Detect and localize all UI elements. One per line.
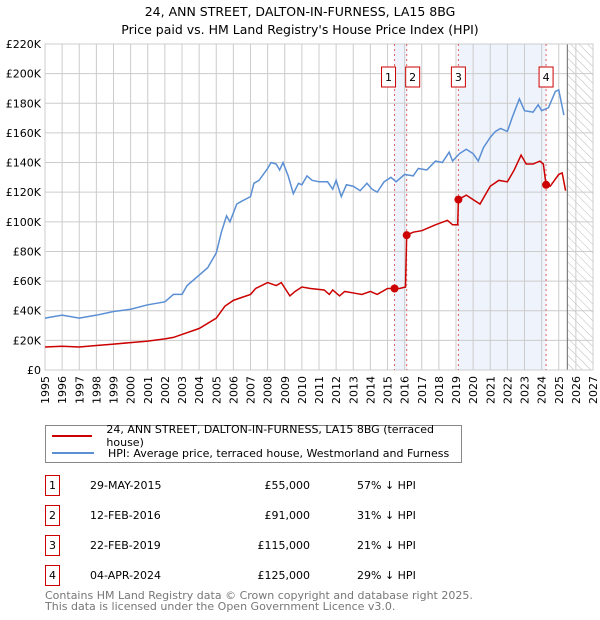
x-tick-label: 2018: [433, 376, 446, 404]
y-tick-label: £180K: [6, 97, 42, 110]
x-tick-label: 1999: [108, 376, 121, 404]
sale-point: [390, 284, 399, 293]
x-tick-label: 1998: [90, 376, 103, 404]
legend: 24, ANN STREET, DALTON-IN-FURNESS, LA15 …: [45, 423, 462, 463]
plot-frame: [44, 43, 594, 371]
y-tick-label: £80K: [13, 245, 42, 258]
y-tick-label: £120K: [6, 186, 42, 199]
sale-point: [402, 231, 411, 240]
sale-label-box: [405, 66, 421, 88]
legend-swatch: [52, 452, 94, 454]
table-row: 3 22-FEB-2019 £115,000 21% ↓ HPI: [45, 535, 445, 556]
x-tick-label: 2008: [262, 376, 275, 404]
sale-price: £125,000: [257, 569, 311, 582]
sale-price: £115,000: [257, 539, 311, 552]
x-tick-label: 2006: [227, 376, 240, 404]
sale-label-box: [538, 66, 554, 88]
x-tick-label: 2013: [347, 376, 360, 404]
sale-number-badge: 4: [45, 565, 60, 586]
x-tick-label: 2021: [484, 376, 497, 404]
x-tick-label: 2004: [193, 376, 206, 404]
y-tick-label: £100K: [6, 216, 42, 229]
x-tick-label: 2020: [467, 376, 480, 404]
x-tick-label: 2022: [501, 376, 514, 404]
y-tick-label: £60K: [13, 275, 42, 288]
y-tick-label: £20K: [13, 334, 42, 347]
y-tick-label: £140K: [6, 157, 42, 170]
shaded-range: [458, 44, 547, 370]
sale-label: 1: [385, 71, 392, 84]
series-line: [44, 153, 567, 348]
x-tick-label: 2009: [279, 376, 292, 404]
x-tick-label: 2014: [364, 376, 377, 404]
sale-point: [454, 195, 463, 204]
legend-swatch: [52, 435, 93, 437]
x-tick-label: 2000: [125, 376, 138, 404]
x-tick-label: 2016: [399, 376, 412, 404]
table-row: 2 12-FEB-2016 £91,000 31% ↓ HPI: [45, 505, 445, 526]
legend-item-hpi: HPI: Average price, terraced house, West…: [46, 445, 449, 461]
x-tick-label: 2024: [536, 376, 549, 404]
sale-hpi-diff: 57% ↓ HPI: [357, 479, 416, 492]
x-tick-label: 2026: [570, 376, 583, 404]
x-tick-label: 1997: [73, 376, 86, 404]
sale-price: £55,000: [264, 479, 311, 492]
table-row: 4 04-APR-2024 £125,000 29% ↓ HPI: [45, 565, 445, 586]
sale-label-box: [381, 66, 397, 88]
line-chart: 1995 1996 1997 1998 1999 2000 2001 2002 2003 2004…: [6, 38, 600, 404]
x-tick-label: 1995: [39, 376, 52, 404]
sale-number-badge: 2: [45, 505, 60, 526]
legend-label: HPI: Average price, terraced house, West…: [108, 446, 450, 460]
x-tick-label: 1996: [56, 376, 69, 404]
x-tick-label: 2019: [450, 376, 463, 404]
x-tick-label: 2001: [142, 376, 155, 404]
sale-point: [542, 180, 551, 189]
sale-label: 2: [409, 71, 416, 84]
forecast-hatch: [567, 44, 593, 370]
sale-date: 04-APR-2024: [90, 569, 162, 582]
footer: Contains HM Land Registry data © Crown c…: [45, 590, 473, 612]
series-line: [44, 88, 565, 319]
x-tick-label: 2002: [159, 376, 172, 404]
sale-hpi-diff: 29% ↓ HPI: [357, 569, 416, 582]
x-tick-label: 2027: [587, 376, 600, 404]
y-tick-label: £160K: [6, 127, 42, 140]
footer-line: Contains HM Land Registry data © Crown c…: [45, 589, 473, 602]
legend-label: 24, ANN STREET, DALTON-IN-FURNESS, LA15 …: [106, 423, 434, 449]
chart-title: 24, ANN STREET, DALTON-IN-FURNESS, LA15 …: [144, 4, 456, 19]
sale-price: £91,000: [264, 509, 311, 522]
y-tick-label: £40K: [13, 305, 42, 318]
sale-hpi-diff: 21% ↓ HPI: [357, 539, 416, 552]
sale-date: 12-FEB-2016: [90, 509, 161, 522]
x-tick-label: 2003: [176, 376, 189, 404]
sale-hpi-diff: 31% ↓ HPI: [357, 509, 416, 522]
x-tick-label: 2017: [416, 376, 429, 404]
y-tick-label: £200K: [6, 68, 42, 81]
x-tick-label: 2012: [330, 376, 343, 404]
legend-item-property: 24, ANN STREET, DALTON-IN-FURNESS, LA15 …: [46, 423, 461, 449]
sale-date: 29-MAY-2015: [90, 479, 162, 492]
x-tick-label: 2023: [519, 376, 532, 404]
x-tick-label: 2011: [313, 376, 326, 404]
x-tick-label: 2007: [245, 376, 258, 404]
sale-label-box: [450, 66, 466, 88]
x-tick-label: 2005: [210, 376, 223, 404]
sale-number-badge: 3: [45, 535, 60, 556]
table-row: 1 29-MAY-2015 £55,000 57% ↓ HPI: [45, 475, 445, 496]
sale-date: 22-FEB-2019: [90, 539, 161, 552]
x-tick-label: 2015: [382, 376, 395, 404]
sale-label: 3: [455, 71, 462, 84]
y-tick-label: £220K: [6, 38, 42, 51]
chart-subtitle: Price paid vs. HM Land Registry's House …: [121, 22, 479, 37]
sale-number-badge: 1: [45, 475, 60, 496]
sale-label: 4: [543, 71, 550, 84]
y-tick-label: £0: [27, 364, 41, 377]
x-tick-label: 2010: [296, 376, 309, 404]
x-tick-label: 2025: [553, 376, 566, 404]
footer-line: This data is licensed under the Open Gov…: [45, 600, 396, 613]
